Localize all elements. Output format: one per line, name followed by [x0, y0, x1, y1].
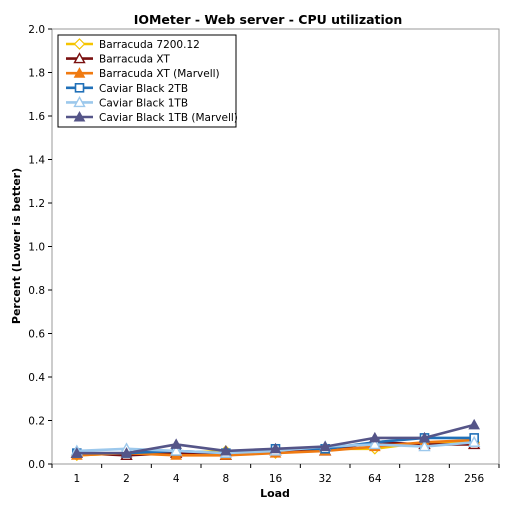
- data-point: [269, 442, 282, 454]
- y-axis-title: Percent (Lower is better): [10, 168, 23, 324]
- legend-label: Caviar Black 2TB: [99, 83, 188, 95]
- y-tick-label: 0.4: [28, 372, 45, 384]
- x-tick-label: 128: [414, 473, 434, 485]
- legend-label: Barracuda XT (Marvell): [99, 68, 220, 80]
- x-tick-label: 256: [464, 473, 484, 485]
- data-point: [120, 447, 133, 458]
- x-tick-label: 2: [123, 473, 130, 485]
- data-point: [368, 431, 381, 443]
- legend-marker: [73, 95, 86, 108]
- y-axis: 0.0 0.2 0.4 0.6 0.8 1.0 1.2 1.4 1.6 1.8 2.0: [28, 24, 52, 471]
- data-point: [467, 435, 481, 447]
- y-tick-label: 0.8: [28, 285, 45, 297]
- data-point: [169, 444, 183, 456]
- legend-box: [57, 34, 237, 128]
- y-tick-label: 0.0: [28, 459, 45, 471]
- y-tick-label: 0.6: [28, 329, 45, 341]
- x-axis-title: Load: [260, 487, 290, 500]
- x-axis: 1 2 4 8 16 32 64 128 256: [51, 464, 500, 485]
- legend-label: Barracuda XT: [99, 54, 170, 66]
- x-tick-label: 1: [73, 473, 80, 485]
- x-tick-label: 64: [368, 473, 382, 485]
- legend-entry: Caviar Black 1TB: [66, 95, 188, 109]
- series-layer: [70, 418, 481, 462]
- y-tick-label: 1.8: [28, 68, 45, 80]
- legend-label: Barracuda 7200.12: [99, 39, 200, 51]
- x-tick-label: 16: [269, 473, 283, 485]
- y-tick-label: 1.0: [28, 242, 45, 254]
- legend: Barracuda 7200.12 Barracuda XT Barracuda X…: [57, 34, 238, 128]
- x-tick-label: 32: [318, 473, 331, 485]
- data-point: [319, 440, 332, 452]
- legend-marker: [73, 67, 86, 78]
- y-tick-label: 1.6: [28, 111, 45, 123]
- legend-entry: Barracuda 7200.12: [66, 38, 200, 51]
- legend-entry: Barracuda XT (Marvell): [66, 67, 220, 80]
- data-point: [418, 431, 431, 443]
- legend-marker: [73, 110, 86, 122]
- data-point: [219, 444, 232, 456]
- legend-marker: [73, 38, 86, 50]
- legend-marker: [74, 83, 85, 93]
- data-point: [368, 437, 382, 450]
- data-point: [468, 418, 481, 430]
- legend-marker: [73, 52, 86, 64]
- y-tick-label: 1.4: [28, 155, 45, 167]
- data-point: [418, 440, 431, 452]
- chart-title: IOMeter - Web server - CPU utilization: [134, 12, 403, 27]
- data-point: [70, 447, 83, 458]
- legend-entry: Barracuda XT: [66, 52, 170, 66]
- series-6: [70, 418, 481, 458]
- legend-label: Caviar Black 1TB (Marvell): [99, 112, 238, 124]
- y-tick-label: 2.0: [28, 24, 45, 36]
- legend-label: Caviar Black 1TB: [99, 97, 188, 109]
- legend-entry: Caviar Black 2TB: [66, 83, 188, 95]
- y-tick-label: 1.2: [28, 198, 45, 210]
- legend-entry: Caviar Black 1TB (Marvell): [66, 110, 238, 124]
- x-tick-label: 8: [222, 473, 229, 485]
- x-tick-label: 4: [173, 473, 180, 485]
- data-point: [170, 438, 183, 449]
- y-tick-label: 0.2: [28, 416, 45, 428]
